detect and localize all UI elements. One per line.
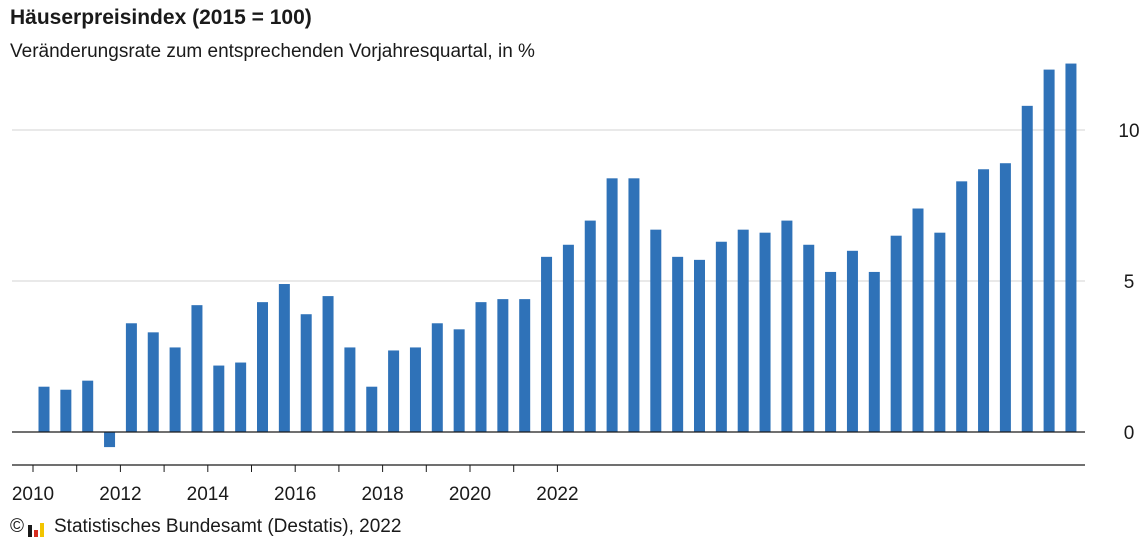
bar <box>475 302 487 432</box>
bar <box>781 220 793 432</box>
source-text: Statistisches Bundesamt (Destatis), 2022 <box>54 516 402 537</box>
bar <box>431 323 443 432</box>
bar <box>1065 63 1077 433</box>
x-tick-label: 2018 <box>361 484 403 505</box>
x-tick-label: 2014 <box>187 484 230 505</box>
y-tick-label: 5 <box>1124 272 1135 293</box>
bar <box>388 350 400 432</box>
bar <box>38 386 50 432</box>
x-tick-label: 2010 <box>12 484 54 505</box>
bar <box>497 299 509 432</box>
bar <box>213 365 225 432</box>
bar <box>60 389 72 432</box>
x-tick-label: 2016 <box>274 484 316 505</box>
bar <box>104 432 116 448</box>
y-tick-label: 10 <box>1118 121 1139 142</box>
bar <box>737 229 749 432</box>
bar <box>147 332 159 432</box>
bar <box>257 302 268 432</box>
bar <box>344 347 356 432</box>
bar <box>934 232 946 432</box>
bar <box>672 256 684 432</box>
bar <box>868 271 880 432</box>
bar <box>300 314 312 432</box>
bar <box>890 235 902 432</box>
bar <box>409 347 421 432</box>
bar <box>628 178 640 432</box>
bars <box>38 63 1077 448</box>
bar <box>366 386 378 432</box>
destatis-logo-icon <box>28 517 46 537</box>
y-tick-label: 0 <box>1124 423 1135 444</box>
bar <box>125 323 137 432</box>
bar <box>956 181 968 432</box>
source-footer: © Statistisches Bundesamt (Destatis), 20… <box>10 516 401 538</box>
bar <box>191 305 203 432</box>
bar <box>999 163 1011 432</box>
bar <box>584 220 596 432</box>
bar <box>694 259 705 432</box>
bar <box>169 347 181 432</box>
bar <box>825 271 837 432</box>
bar <box>912 208 924 432</box>
bar <box>978 169 990 432</box>
bar <box>82 380 94 432</box>
chart-title: Häuserpreisindex (2015 = 100) <box>10 6 312 29</box>
bar <box>803 244 815 432</box>
bar <box>846 250 858 432</box>
bar <box>715 241 727 432</box>
bar <box>322 296 334 432</box>
bar <box>759 232 771 432</box>
bar <box>541 256 553 432</box>
x-tick-label: 2020 <box>449 484 491 505</box>
bar <box>562 244 574 432</box>
bar <box>650 229 662 432</box>
copyright-symbol: © <box>10 516 24 537</box>
chart-subtitle: Veränderungsrate zum entsprechenden Vorj… <box>10 41 535 62</box>
bar <box>1043 69 1055 432</box>
axes: 0 5 10 2010 2012 2014 2016 2018 2020 2022 <box>12 121 1140 505</box>
x-tick-label: 2022 <box>536 484 578 505</box>
bar <box>606 178 618 432</box>
bar <box>453 329 465 432</box>
x-tick-label: 2012 <box>99 484 141 505</box>
bar <box>235 362 247 432</box>
bar <box>1021 105 1033 432</box>
bar <box>519 299 531 432</box>
bar <box>278 284 290 432</box>
